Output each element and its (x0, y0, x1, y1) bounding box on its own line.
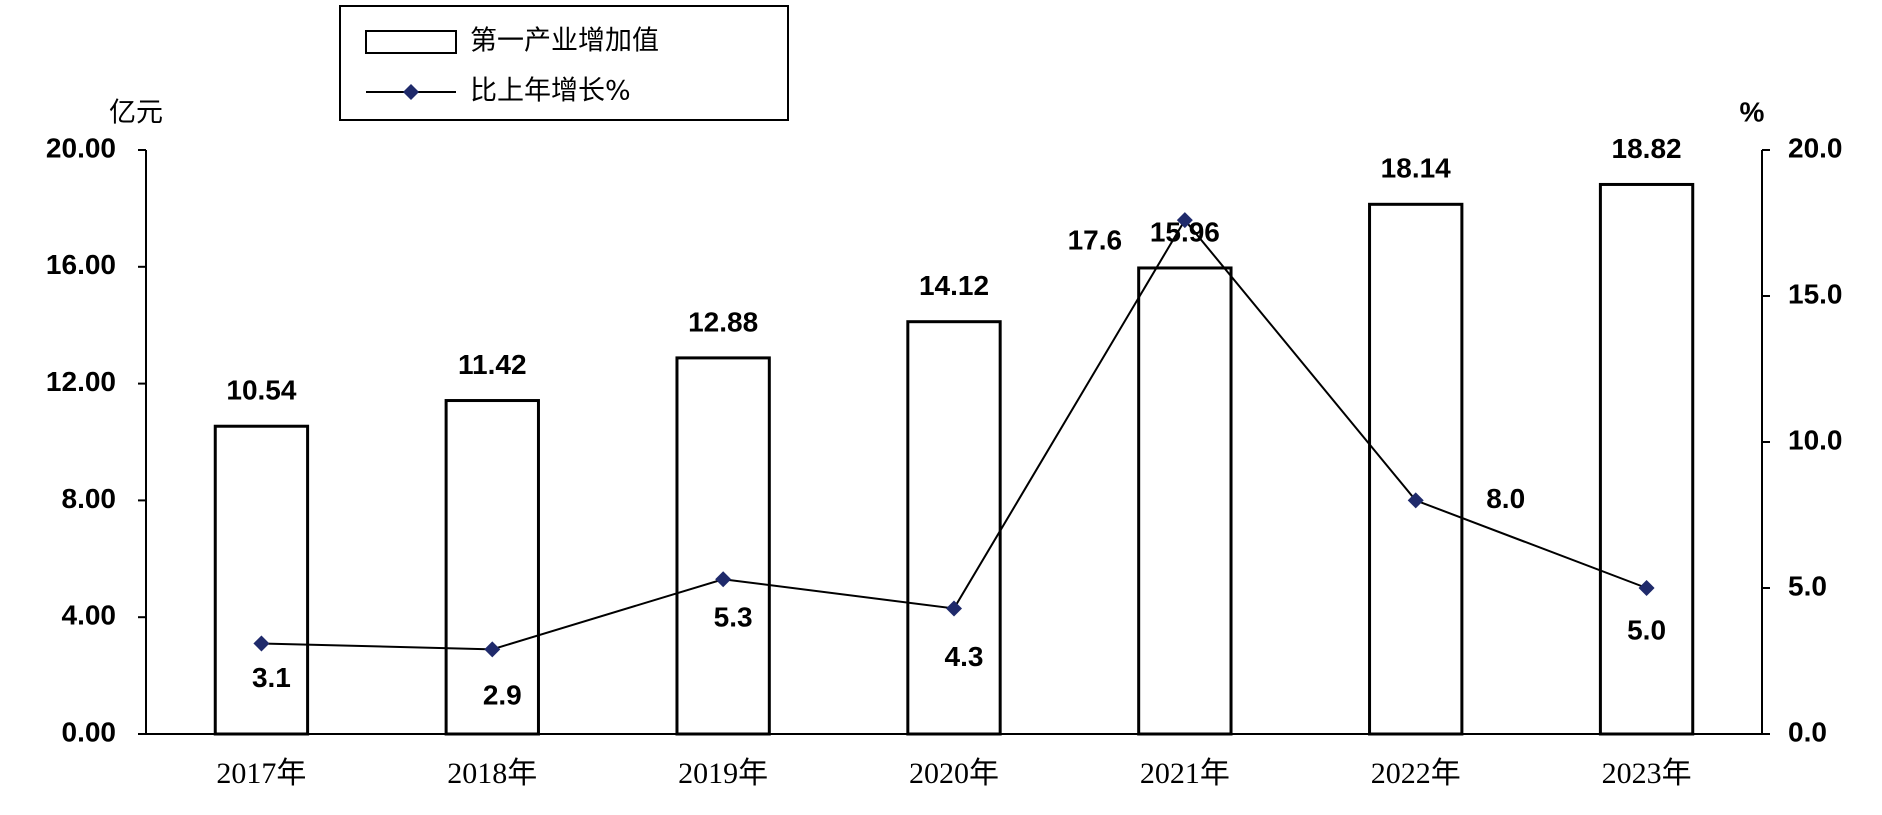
line-value-label: 2.9 (483, 680, 522, 711)
legend-marker (403, 84, 419, 100)
bar-value-label: 10.54 (226, 375, 296, 406)
bar (213, 424, 310, 736)
line-value-label: 5.3 (714, 602, 753, 633)
x-tick-label: 2023年 (1602, 757, 1692, 790)
line-value-label: 8.0 (1486, 483, 1525, 514)
y2-tick-label: 15.0 (1788, 278, 1843, 309)
y2-tick-label: 5.0 (1788, 570, 1827, 601)
x-tick-label: 2021年 (1140, 757, 1230, 790)
bar (444, 399, 540, 736)
line-value-label: 4.3 (945, 641, 984, 672)
x-tick-label: 2020年 (909, 757, 999, 790)
y-tick-label: 8.00 (62, 483, 117, 514)
y-tick-label: 20.00 (46, 132, 116, 163)
x-tick-label: 2019年 (678, 757, 768, 790)
y-axis-title: 亿元 (109, 98, 163, 129)
bar (675, 356, 771, 736)
y-tick-label: 12.00 (46, 366, 116, 397)
bar-value-label: 18.14 (1381, 153, 1451, 184)
y2-axis-title: % (1740, 96, 1765, 127)
y-tick-label: 4.00 (62, 600, 117, 631)
line-marker (1638, 580, 1655, 596)
line-value-label: 5.0 (1627, 614, 1666, 645)
x-tick-label: 2017年 (216, 757, 306, 790)
legend-label: 第一产业增加值 (470, 26, 659, 57)
line-marker (253, 635, 270, 652)
bar-value-label: 14.12 (919, 270, 989, 301)
legend-label: 比上年增长% (470, 76, 631, 107)
line-marker (1176, 212, 1193, 229)
line-marker (946, 600, 962, 617)
y2-tick-label: 20.0 (1788, 132, 1843, 163)
bar (906, 320, 1002, 736)
bar-value-label: 12.88 (688, 306, 758, 337)
y-tick-label: 16.00 (46, 249, 116, 280)
line-marker (484, 641, 501, 658)
line-value-label: 3.1 (252, 662, 291, 693)
x-tick-label: 2022年 (1371, 757, 1461, 790)
y-tick-label: 0.00 (62, 716, 117, 747)
x-tick-label: 2018年 (447, 757, 537, 790)
legend-box (339, 5, 789, 121)
line-value-label: 17.6 (1068, 224, 1123, 255)
y2-tick-label: 10.0 (1788, 424, 1843, 455)
line-marker (1407, 492, 1424, 509)
legend-swatch (365, 30, 457, 54)
bar (1598, 182, 1695, 736)
bar-value-label: 11.42 (458, 349, 527, 380)
line-marker (715, 571, 732, 588)
y2-tick-label: 0.0 (1788, 716, 1827, 747)
bar-value-label: 18.82 (1612, 133, 1682, 164)
bar (1368, 202, 1464, 736)
bar (1137, 266, 1233, 736)
